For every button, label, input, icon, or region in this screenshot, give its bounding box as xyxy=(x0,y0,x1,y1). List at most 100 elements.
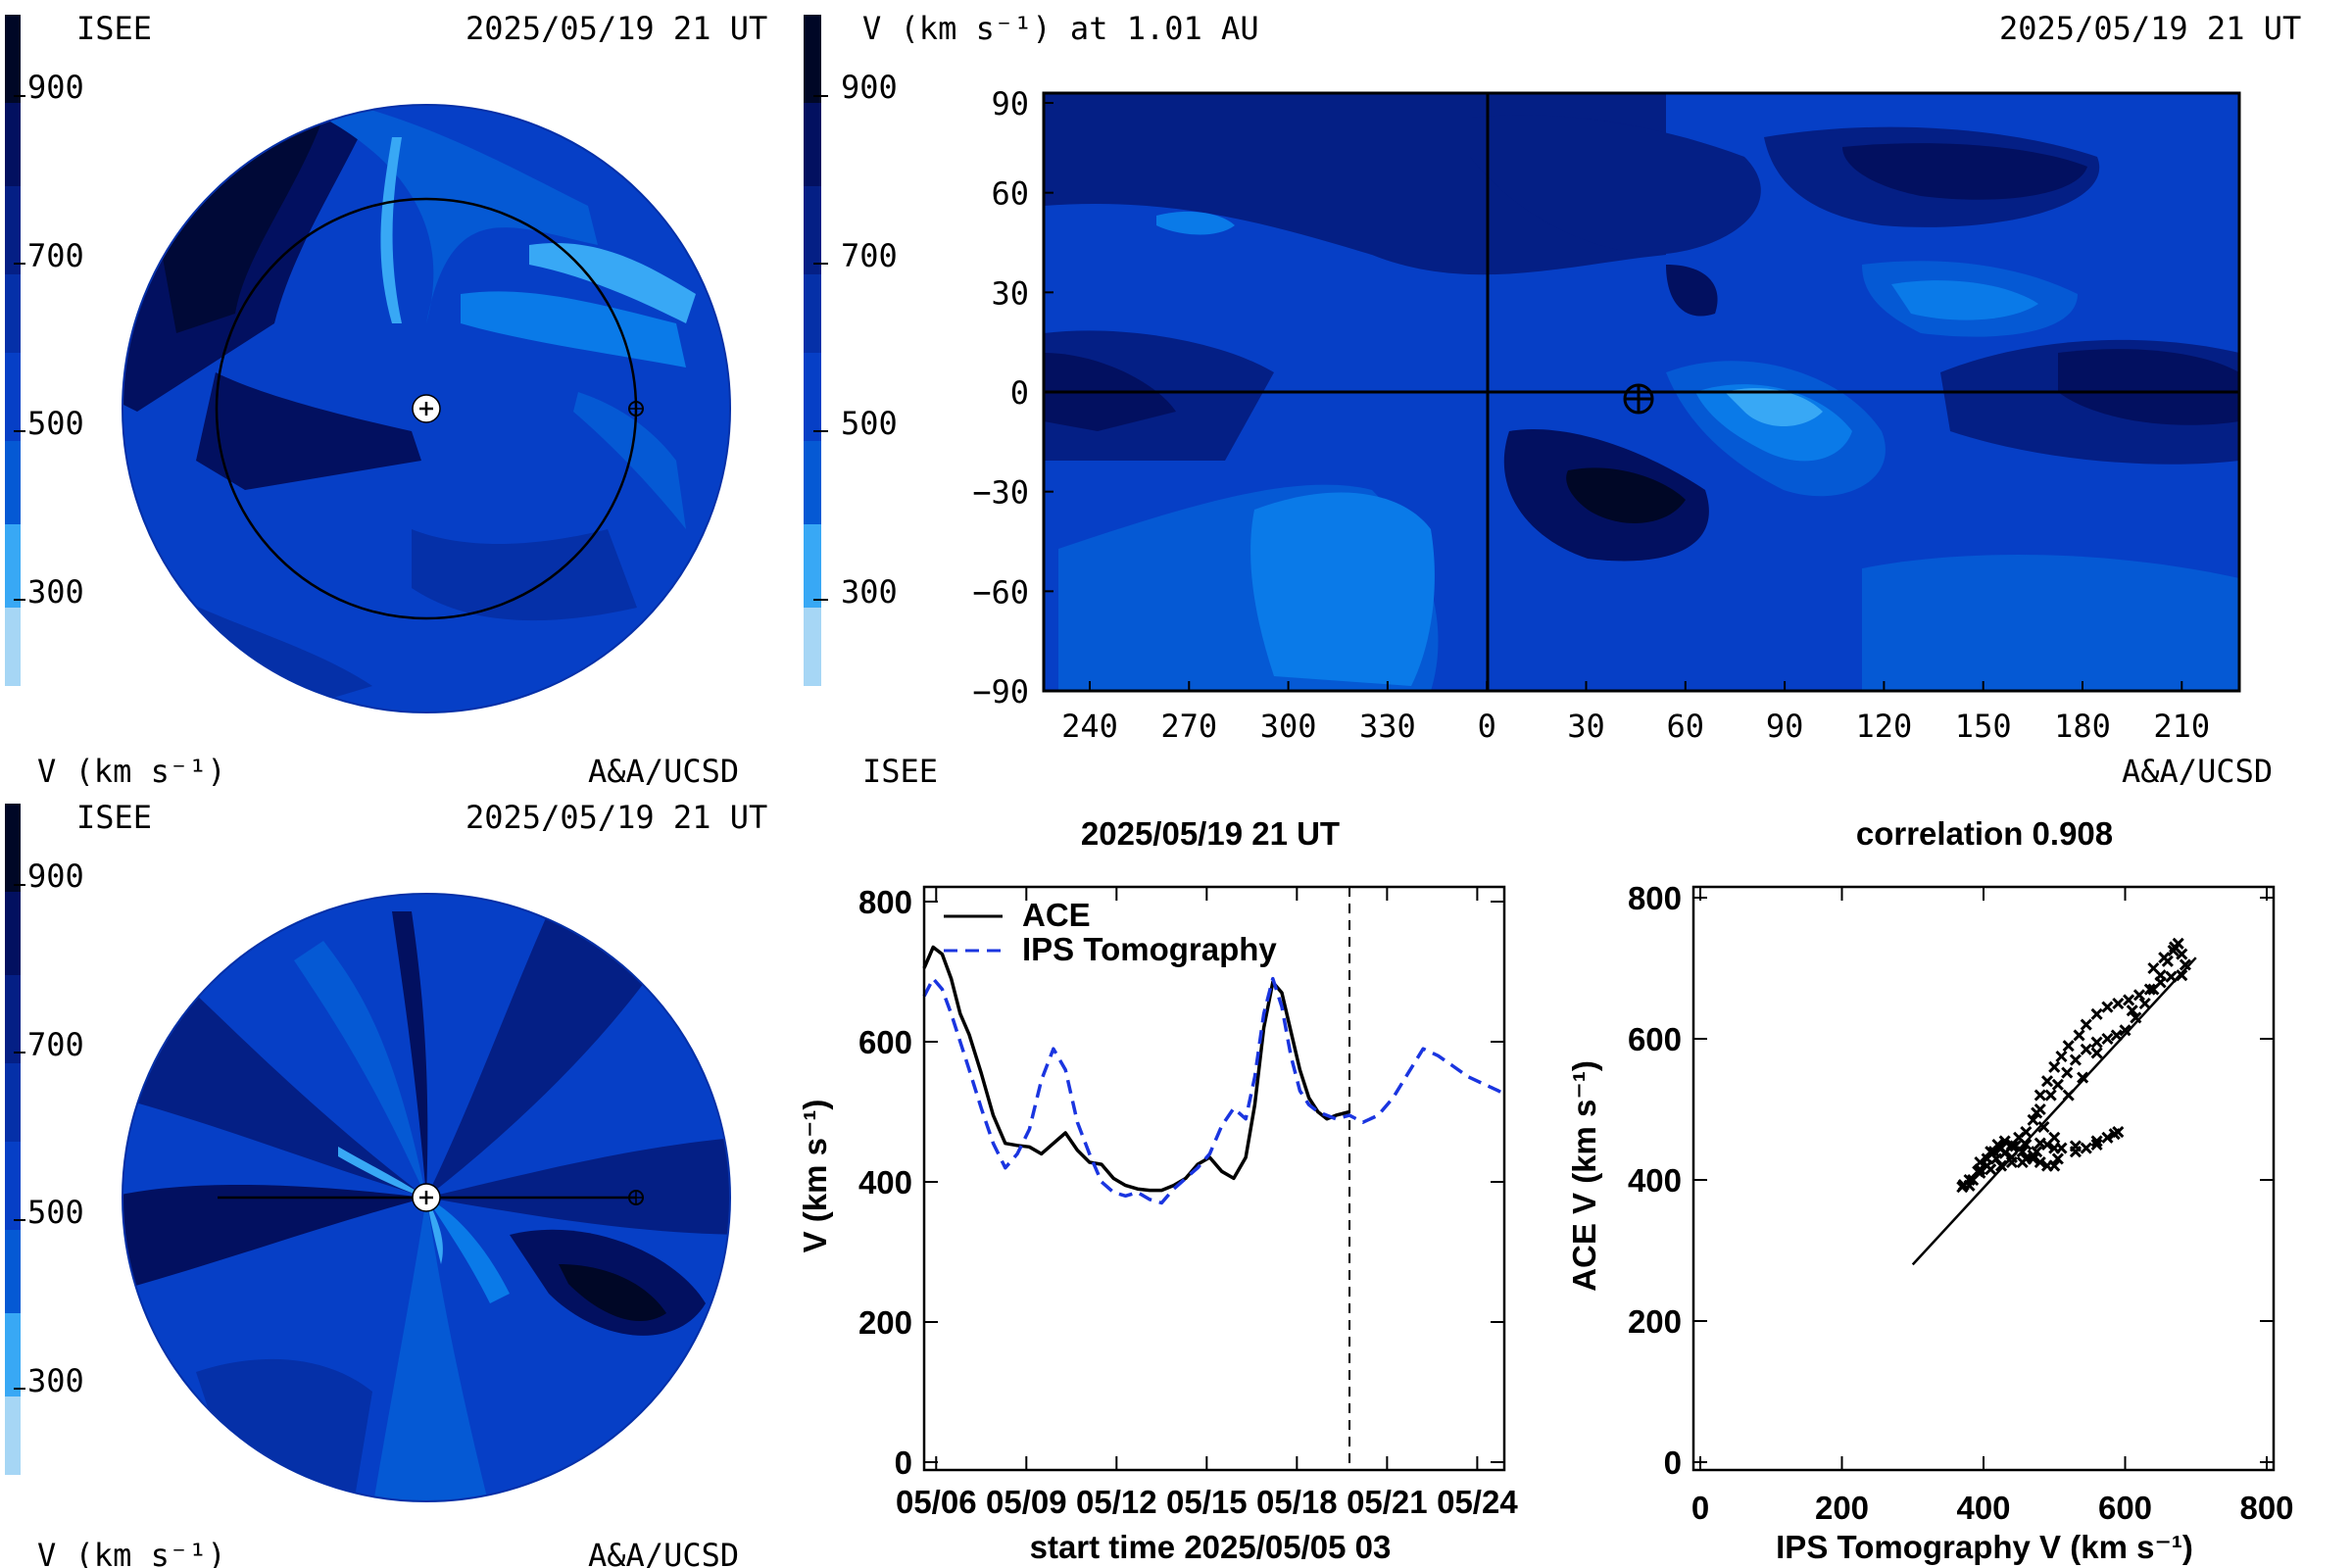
scatter-point xyxy=(2080,1043,2092,1055)
scatter-point xyxy=(2112,997,2125,1010)
scatter-point xyxy=(2062,1040,2075,1053)
panel-timestamp: 2025/05/19 21 UT xyxy=(466,799,767,836)
map-x-tick-label: 0 xyxy=(1478,708,1496,745)
scatter-point xyxy=(2090,1036,2103,1049)
timeseries-panel: 2025/05/19 21 UT 0 200 400 600 800 05/06 05/09… xyxy=(797,815,1518,1565)
colorbar-tick-900: 900 xyxy=(27,858,84,895)
ts-y-tick-label: 200 xyxy=(858,1304,912,1341)
map-x-tick-label: 90 xyxy=(1766,708,1804,745)
colorbar-tick-300: 300 xyxy=(27,1362,84,1399)
scatter-point xyxy=(2073,1029,2085,1042)
scatter-point xyxy=(2090,1138,2103,1152)
scatter-point xyxy=(2051,1152,2064,1165)
scatter-point xyxy=(2069,1054,2082,1066)
scatter-point xyxy=(1972,1165,1984,1178)
scatter-point xyxy=(1957,1178,1970,1192)
scatter-plot-area: 0 200 400 600 800 0 200 400 600 800 xyxy=(1628,880,2294,1526)
scatter-point xyxy=(2080,1142,2092,1154)
panel-org-label: ISEE xyxy=(76,799,152,836)
colorbar-tick-500: 500 xyxy=(841,405,898,442)
scatter-point xyxy=(2027,1152,2039,1165)
colorbar-map: 900 700 500 300 xyxy=(804,15,898,686)
colorbar-tick-500: 500 xyxy=(27,405,84,442)
colorbar-tick-300: 300 xyxy=(27,573,84,611)
scatter-point xyxy=(2138,997,2151,1010)
ts-x-tick-label: 05/18 xyxy=(1256,1484,1338,1520)
scatter-point xyxy=(1998,1135,2011,1148)
scatter-point xyxy=(2090,1135,2103,1148)
polar-panel-top: 900 700 500 300 ISEE 2025/05/19 21 UT V … xyxy=(5,10,767,790)
map-x-tick-label: 270 xyxy=(1160,708,1217,745)
colorbar-bottom: 900 700 500 300 xyxy=(5,804,84,1475)
ts-x-tick-label: 05/24 xyxy=(1437,1484,1518,1520)
scatter-point xyxy=(2169,941,2181,954)
scatter-point xyxy=(2037,1120,2050,1134)
scatter-point xyxy=(2005,1151,2018,1164)
colorbar-top: 900 700 500 300 xyxy=(5,15,84,686)
panel-org-label: ISEE xyxy=(76,10,152,47)
fit-line xyxy=(1911,956,2197,1266)
scatter-point xyxy=(2062,1089,2075,1102)
credit-label: A&A/UCSD xyxy=(2122,753,2273,790)
scatter-point xyxy=(1998,1147,2011,1159)
colorbar-tick-700: 700 xyxy=(27,237,84,274)
map-x-tick-label: 60 xyxy=(1667,708,1705,745)
scatter-point xyxy=(2090,1047,2103,1059)
scatter-point xyxy=(2176,969,2188,982)
scatter-point xyxy=(2034,1089,2046,1102)
scatter-point xyxy=(2077,1071,2089,1084)
scatter-point xyxy=(2101,1131,2114,1144)
y-axis-label: V (km s⁻¹) xyxy=(797,1100,833,1253)
map-x-tick-label: 240 xyxy=(1061,708,1118,745)
map-x-axis: 240 270 300 330 0 30 60 90 120 150 180 210 xyxy=(1061,681,2210,745)
scatter-point xyxy=(2165,970,2178,983)
sc-y-tick-label: 0 xyxy=(1664,1445,1682,1481)
ips-series-line xyxy=(922,976,1505,1205)
earth-marker xyxy=(628,1190,644,1205)
map-y-axis: 90 60 30 0 −30 −60 −90 xyxy=(972,85,1054,710)
colorbar-tick-300: 300 xyxy=(841,573,898,611)
legend: ACE IPS Tomography xyxy=(944,897,1277,967)
scatter-point xyxy=(2044,1089,2057,1102)
scatter-point xyxy=(2179,958,2191,971)
map-x-tick-label: 210 xyxy=(2153,708,2210,745)
scatter-point xyxy=(2040,1075,2054,1088)
scatter-point xyxy=(2048,1060,2061,1073)
scatter-point xyxy=(2158,952,2171,964)
map-x-tick-label: 120 xyxy=(1856,708,1913,745)
polar-velocity-field-top xyxy=(122,105,730,712)
scatter-point xyxy=(2147,961,2160,975)
colorbar-tick-700: 700 xyxy=(841,237,898,274)
colorbar-tick-900: 900 xyxy=(27,69,84,106)
panel-timestamp: 2025/05/19 21 UT xyxy=(1999,10,2301,47)
sc-x-tick-label: 0 xyxy=(1691,1490,1709,1526)
scatter-point xyxy=(1981,1159,1993,1172)
earth-marker xyxy=(628,401,644,416)
ts-y-tick-label: 600 xyxy=(858,1024,912,1060)
scatter-point xyxy=(2051,1078,2064,1091)
scatter-point xyxy=(2080,1018,2092,1031)
scatter-point xyxy=(2016,1155,2029,1169)
ts-x-tick-label: 05/06 xyxy=(896,1484,977,1520)
polar-velocity-field-bottom xyxy=(122,894,730,1501)
colorbar-unit-label: V (km s⁻¹) xyxy=(37,1537,226,1568)
sc-y-tick-label: 600 xyxy=(1628,1021,1682,1057)
map-title: V (km s⁻¹) at 1.01 AU xyxy=(862,10,1259,47)
colorbar-tick-500: 500 xyxy=(27,1194,84,1231)
ts-x-tick-label: 05/09 xyxy=(986,1484,1067,1520)
scatter-point xyxy=(2126,1004,2138,1017)
map-y-tick-label: −90 xyxy=(972,673,1029,710)
x-axis-label: start time 2025/05/05 03 xyxy=(1030,1529,1392,1565)
scatter-point xyxy=(1994,1159,2008,1172)
colorbar-unit-label: V (km s⁻¹) xyxy=(37,753,226,790)
scatter-point xyxy=(2101,1001,2114,1013)
scatter-panel: correlation 0.908 0 200 400 600 800 0 200 400 60… xyxy=(1566,815,2294,1565)
ts-x-tick-label: 05/21 xyxy=(1347,1484,1428,1520)
scatter-point xyxy=(2112,1125,2125,1139)
map-x-tick-label: 180 xyxy=(2054,708,2111,745)
sc-x-tick-label: 400 xyxy=(1956,1490,2010,1526)
sc-y-tick-label: 800 xyxy=(1628,880,1682,916)
sc-y-tick-label: 400 xyxy=(1628,1162,1682,1199)
